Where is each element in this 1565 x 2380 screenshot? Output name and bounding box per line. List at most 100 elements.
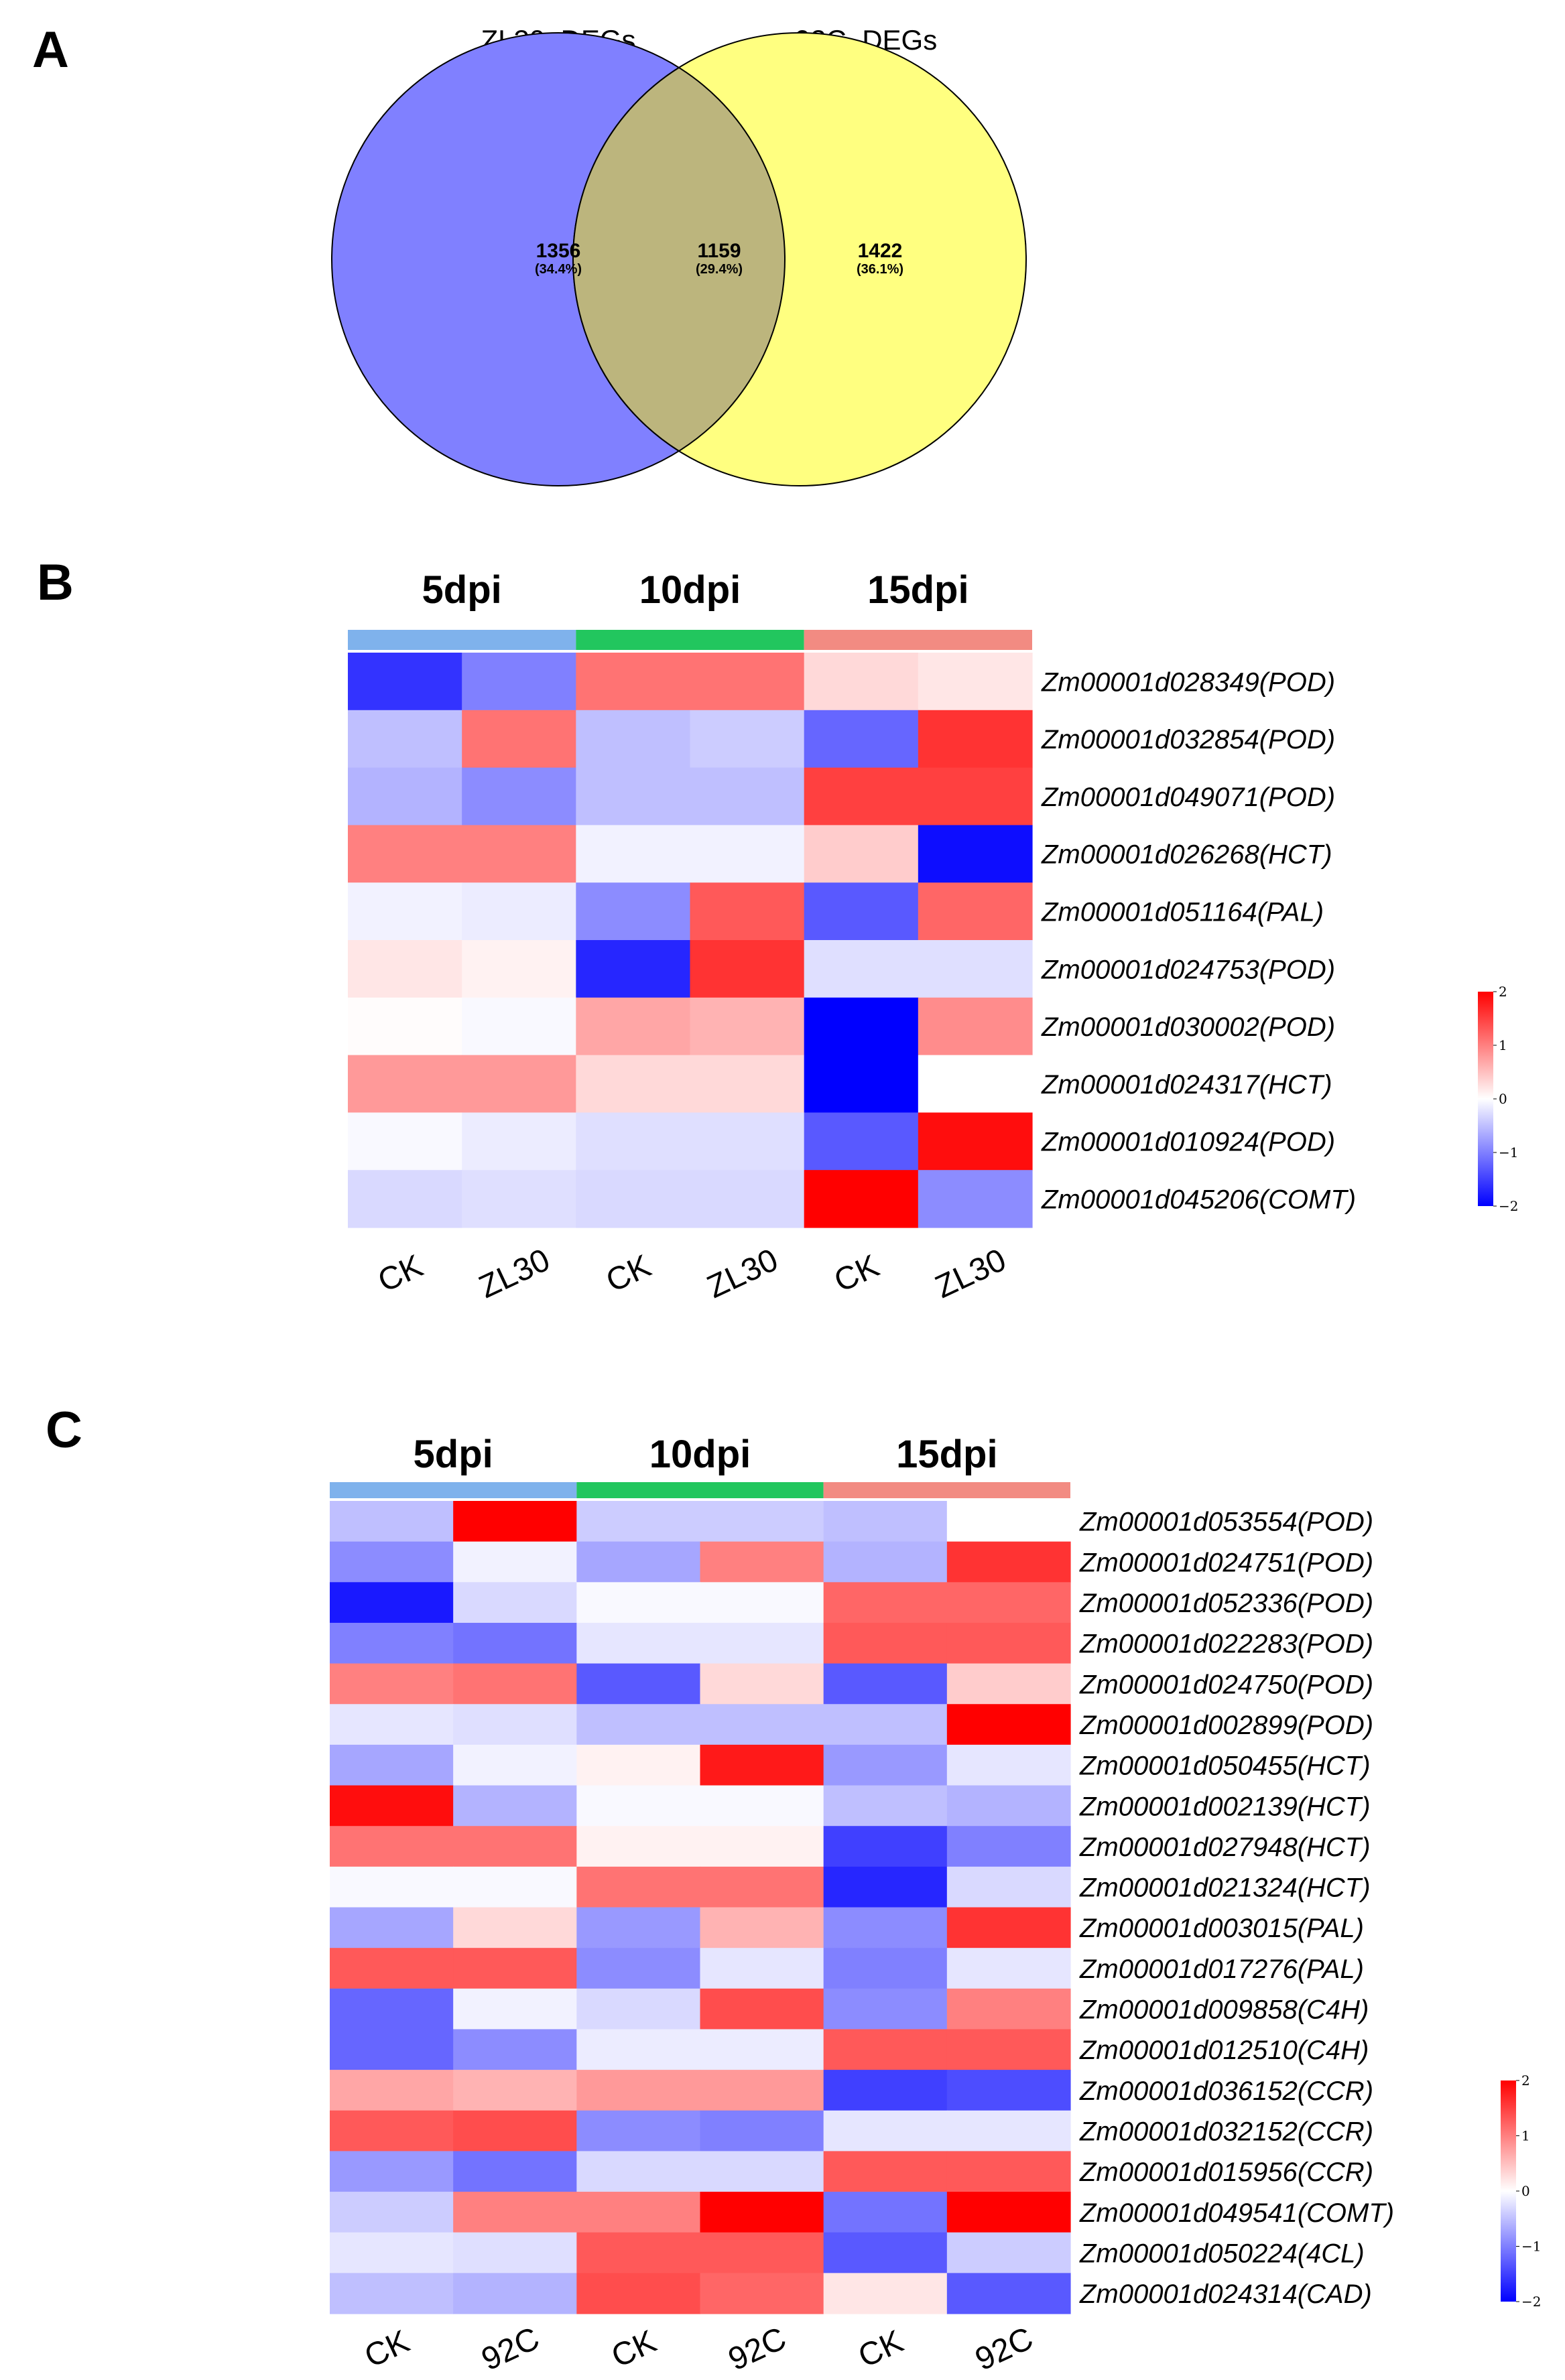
heatmap-cell-c-18-5 — [946, 2232, 1071, 2273]
heatmap-cell-c-12-4 — [823, 1988, 948, 2030]
row-label-c-5: Zm00001d002899(POD) — [1079, 1711, 1373, 1740]
heatmap-cell-c-13-2 — [576, 2029, 701, 2070]
row-label-c-0: Zm00001d053554(POD) — [1079, 1508, 1373, 1537]
heatmap-cell-b-0-1 — [462, 653, 576, 711]
heatmap-cell-c-9-4 — [823, 1866, 948, 1908]
heatmap-cell-c-13-4 — [823, 2029, 948, 2070]
heatmap-cell-c-9-1 — [453, 1866, 577, 1908]
heatmap-cell-c-1-3 — [700, 1541, 824, 1583]
heatmap-panel-b: B 5dpi 10dpi 15dpi Zm00001d028349(POD) Zm000… — [37, 554, 1518, 1305]
heatmap-cell-c-6-2 — [576, 1744, 701, 1786]
heatmap-cell-c-16-5 — [946, 2151, 1071, 2192]
heatmap-cell-b-2-4 — [804, 767, 919, 825]
venn-count-center: 1159 — [697, 240, 741, 262]
row-label-c-9: Zm00001d021324(HCT) — [1079, 1873, 1371, 1903]
legend-tick-b-2: 0 — [1499, 1091, 1507, 1107]
heatmap-cell-c-2-5 — [946, 1582, 1071, 1624]
row-label-c-11: Zm00001d017276(PAL) — [1079, 1955, 1364, 1984]
heatmap-cell-c-11-0 — [330, 1948, 454, 1989]
heatmap-cell-c-6-0 — [330, 1744, 454, 1786]
heatmap-cell-b-0-4 — [804, 653, 919, 711]
heatmap-cell-b-1-3 — [690, 710, 805, 769]
column-label-b-5: ZL30 — [930, 1242, 1012, 1305]
heatmap-cell-c-10-5 — [946, 1907, 1071, 1948]
heatmap-cell-c-7-4 — [823, 1785, 948, 1827]
group-bar-c-2 — [823, 1482, 1070, 1498]
heatmap-cell-b-2-2 — [576, 767, 691, 825]
heatmap-cell-c-14-5 — [946, 2070, 1071, 2111]
legend-tick-b-1: 1 — [1499, 1037, 1507, 1053]
heatmap-cell-c-0-2 — [576, 1501, 701, 1542]
color-legend-b — [1478, 992, 1493, 1206]
group-bar-c-1 — [576, 1482, 824, 1498]
heatmap-cell-c-10-4 — [823, 1907, 948, 1948]
row-label-c-13: Zm00001d012510(C4H) — [1079, 2036, 1369, 2065]
heatmap-cell-b-9-2 — [576, 1170, 691, 1228]
heatmap-cell-c-15-3 — [700, 2110, 824, 2152]
legend-tick-c-4: −2 — [1521, 2294, 1541, 2310]
heatmap-cell-c-14-2 — [576, 2070, 701, 2111]
heatmap-cell-c-15-2 — [576, 2110, 701, 2152]
heatmap-cell-c-8-2 — [576, 1826, 701, 1867]
row-label-c-15: Zm00001d032152(CCR) — [1079, 2117, 1373, 2146]
heatmap-cell-b-2-0 — [348, 767, 462, 825]
heatmap-cell-c-16-1 — [453, 2151, 577, 2192]
heatmap-cell-b-8-1 — [462, 1112, 576, 1171]
heatmap-cell-b-1-5 — [918, 710, 1033, 769]
heatmap-cell-c-0-5 — [946, 1501, 1071, 1542]
heatmap-cell-c-0-3 — [700, 1501, 824, 1542]
heatmap-cell-b-4-0 — [348, 882, 462, 941]
heatmap-cell-b-5-2 — [576, 940, 691, 998]
row-label-c-12: Zm00001d009858(C4H) — [1079, 1995, 1369, 2025]
heatmap-cell-c-2-1 — [453, 1582, 577, 1624]
heatmap-cell-c-19-2 — [576, 2273, 701, 2314]
heatmap-cell-c-2-3 — [700, 1582, 824, 1624]
heatmap-cell-c-17-2 — [576, 2192, 701, 2233]
heatmap-cell-c-6-1 — [453, 1744, 577, 1786]
heatmap-cell-c-1-0 — [330, 1541, 454, 1583]
heatmap-panel-c: C 5dpi 10dpi 15dpi Zm00001d053554(POD) Zm000… — [46, 1402, 1541, 2378]
column-label-c-1: 92C — [477, 2320, 545, 2377]
heatmap-cell-c-8-4 — [823, 1826, 948, 1867]
heatmap-cell-c-19-1 — [453, 2273, 577, 2314]
heatmap-cell-c-5-3 — [700, 1704, 824, 1745]
heatmap-cell-b-0-0 — [348, 653, 462, 711]
heatmap-cell-c-14-0 — [330, 2070, 454, 2111]
heatmap-cell-b-7-0 — [348, 1055, 462, 1113]
heatmap-cell-b-6-2 — [576, 997, 691, 1056]
column-label-c-0: CK — [359, 2324, 415, 2375]
heatmap-cell-c-13-5 — [946, 2029, 1071, 2070]
heatmap-cell-c-0-4 — [823, 1501, 948, 1542]
heatmap-cell-c-4-5 — [946, 1663, 1071, 1705]
heatmap-cell-c-13-1 — [453, 2029, 577, 2070]
heatmap-cell-c-4-3 — [700, 1663, 824, 1705]
heatmap-cell-c-11-2 — [576, 1948, 701, 1989]
group-label-c-2: 15dpi — [896, 1433, 998, 1476]
row-label-c-7: Zm00001d002139(HCT) — [1079, 1792, 1371, 1821]
heatmap-cell-c-19-5 — [946, 2273, 1071, 2314]
group-bar-b-0 — [348, 630, 576, 650]
venn-percent-left: (34.4%) — [535, 262, 582, 277]
heatmap-cell-c-11-3 — [700, 1948, 824, 1989]
legend-tick-b-0: 2 — [1499, 984, 1507, 1000]
heatmap-cell-c-10-0 — [330, 1907, 454, 1948]
group-label-b-2: 15dpi — [867, 568, 969, 612]
venn-percent-center: (29.4%) — [696, 262, 743, 277]
heatmap-cell-c-3-2 — [576, 1622, 701, 1664]
row-label-b-8: Zm00001d010924(POD) — [1041, 1128, 1335, 1157]
heatmap-cell-c-0-1 — [453, 1501, 577, 1542]
heatmap-cell-b-7-3 — [690, 1055, 805, 1113]
heatmap-cell-c-4-0 — [330, 1663, 454, 1705]
heatmap-cell-b-9-4 — [804, 1170, 919, 1228]
heatmap-cell-b-5-4 — [804, 940, 919, 998]
heatmap-cell-b-2-3 — [690, 767, 805, 825]
venn-count-right: 1422 — [858, 240, 903, 262]
heatmap-cell-c-9-2 — [576, 1866, 701, 1908]
heatmap-cell-c-18-0 — [330, 2232, 454, 2273]
heatmap-cell-b-4-5 — [918, 882, 1033, 941]
heatmap-cell-c-17-0 — [330, 2192, 454, 2233]
heatmap-cell-b-0-5 — [918, 653, 1033, 711]
heatmap-cell-b-1-4 — [804, 710, 919, 769]
heatmap-cell-c-6-4 — [823, 1744, 948, 1786]
